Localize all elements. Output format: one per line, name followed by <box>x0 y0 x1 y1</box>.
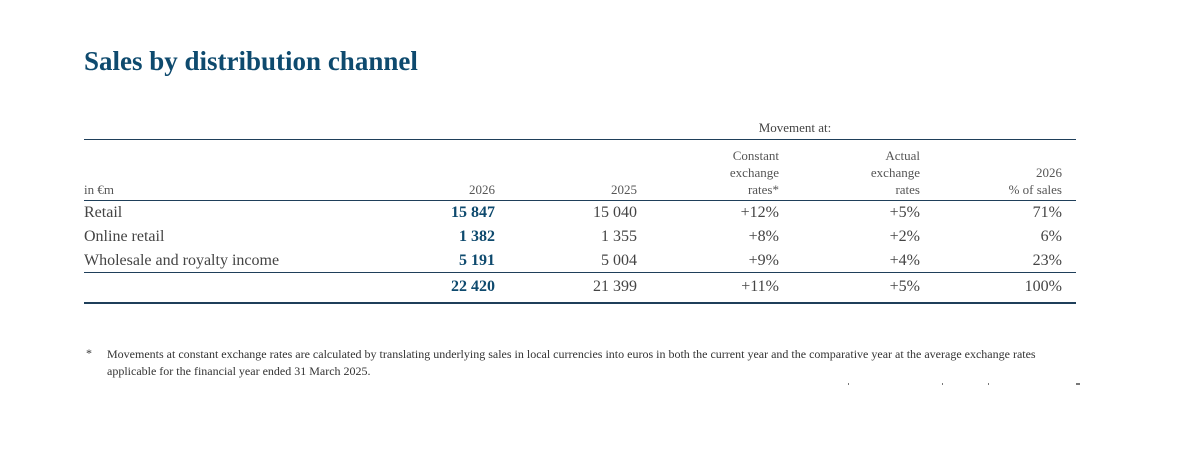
unit-label: in €m <box>84 182 114 197</box>
movement-header: Movement at: <box>758 120 832 135</box>
total-share: 100% <box>1024 278 1062 295</box>
cell-share: 6% <box>1040 228 1062 245</box>
cell-actual: +2% <box>889 228 920 245</box>
cell-actual: +5% <box>889 204 920 221</box>
col-header-actual-line1: Actual <box>885 148 920 163</box>
total-2025: 21 399 <box>593 278 637 295</box>
cell-2025: 1 355 <box>601 228 637 245</box>
cell-actual: +4% <box>889 252 920 269</box>
total-top-rule <box>84 272 1076 273</box>
header-bottom-rule <box>84 200 1076 201</box>
cell-constant: +9% <box>748 252 779 269</box>
stray-mark <box>1076 383 1080 385</box>
col-header-share-line2: % of sales <box>1008 182 1062 197</box>
stray-mark <box>942 383 943 385</box>
col-header-actual-line3: rates <box>895 182 920 197</box>
col-header-2025: 2025 <box>611 182 637 197</box>
cell-2026: 1 382 <box>459 228 495 245</box>
col-header-share-line1: 2026 <box>1036 165 1062 180</box>
footnote-text: Movements at constant exchange rates are… <box>107 347 1036 378</box>
cell-share: 71% <box>1032 204 1062 221</box>
cell-constant: +12% <box>740 204 779 221</box>
cell-2025: 5 004 <box>601 252 637 269</box>
total-2026: 22 420 <box>451 278 495 295</box>
cell-2026: 15 847 <box>451 204 495 221</box>
stray-mark <box>848 383 849 385</box>
table-bottom-rule <box>84 302 1076 304</box>
col-header-constant: Constant exchange rates* <box>730 147 779 198</box>
page-title: Sales by distribution channel <box>84 46 418 76</box>
cell-share: 23% <box>1032 252 1062 269</box>
header-top-rule <box>84 139 1076 140</box>
cell-constant: +8% <box>748 228 779 245</box>
col-header-constant-line1: Constant <box>732 148 779 163</box>
col-header-constant-line3: rates* <box>747 182 779 197</box>
row-label: Retail <box>84 204 123 221</box>
cell-2025: 15 040 <box>593 204 637 221</box>
col-header-share: 2026 % of sales <box>1009 164 1062 198</box>
col-header-actual-line2: exchange <box>870 165 920 180</box>
footnote-marker: * <box>86 346 92 360</box>
row-label: Online retail <box>84 228 165 245</box>
total-actual: +5% <box>889 278 920 295</box>
col-header-actual: Actual exchange rates <box>871 147 920 198</box>
col-header-2026: 2026 <box>469 182 495 197</box>
cell-2026: 5 191 <box>459 252 495 269</box>
row-label: Wholesale and royalty income <box>84 252 280 269</box>
stray-mark <box>988 383 989 385</box>
total-constant: +11% <box>741 278 779 295</box>
col-header-constant-line2: exchange <box>729 165 779 180</box>
